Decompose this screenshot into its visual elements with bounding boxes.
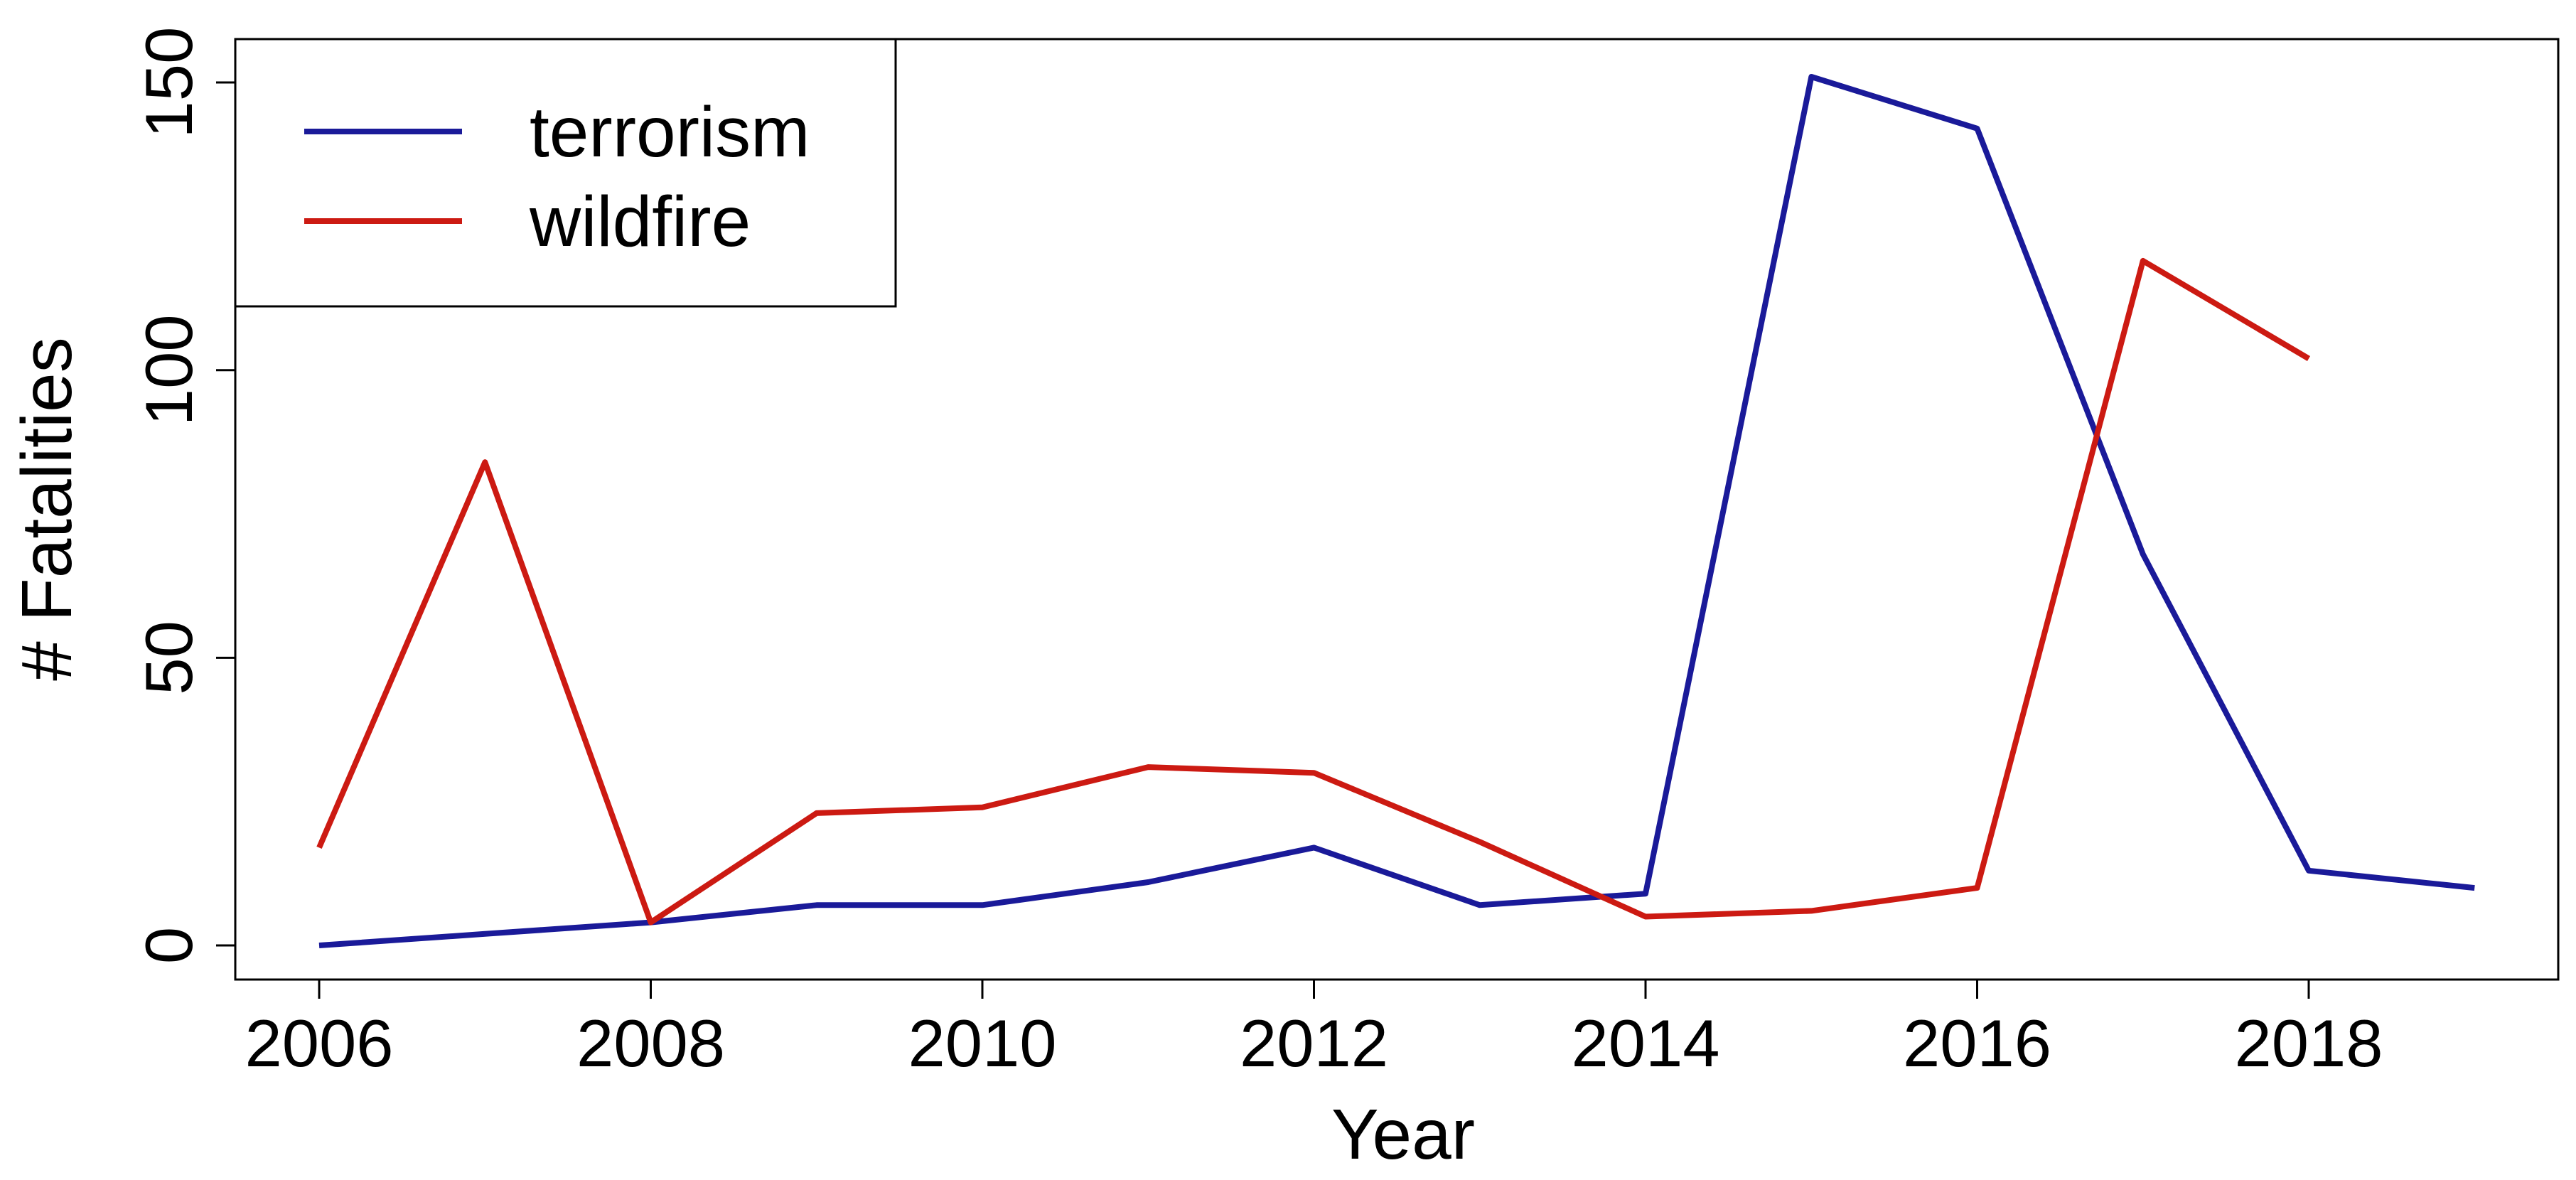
legend-box (234, 38, 897, 308)
x-axis: 2006 2008 2010 2012 2014 2016 2018 (245, 978, 2383, 1080)
x-tick-label-2010: 2010 (908, 1006, 1056, 1080)
x-axis-title: Year (1331, 1095, 1475, 1174)
x-tick-label-2008: 2008 (576, 1006, 725, 1080)
y-tick-label-50: 50 (132, 621, 206, 695)
x-tick-label-2018: 2018 (2234, 1006, 2383, 1080)
series-line-wildfire (316, 257, 2311, 926)
y-axis-title: # Fatalities (7, 337, 87, 681)
plot-frame (234, 38, 2560, 981)
legend-label-wildfire: wildfire (529, 182, 751, 262)
series-layer (316, 74, 2475, 948)
x-tick-label-2016: 2016 (1903, 1006, 2051, 1080)
y-tick-label-100: 100 (132, 314, 206, 426)
legend: terrorism wildfire (234, 38, 897, 308)
x-tick-label-2014: 2014 (1571, 1006, 1719, 1080)
y-axis: 0 50 100 150 (132, 27, 237, 964)
x-tick-label-2006: 2006 (245, 1006, 393, 1080)
legend-label-terrorism: terrorism (530, 92, 810, 172)
x-tick-label-2012: 2012 (1240, 1006, 1388, 1080)
y-tick-label-150: 150 (132, 27, 206, 139)
y-tick-label-0: 0 (132, 927, 206, 964)
series-line-terrorism (318, 74, 2475, 948)
